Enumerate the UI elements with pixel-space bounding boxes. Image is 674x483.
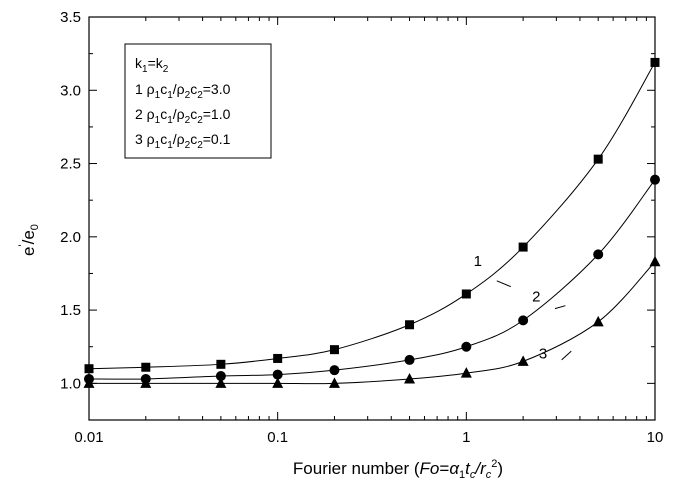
series-1-point [273,353,283,363]
series-1-point [84,364,94,374]
series-3-point [517,355,529,366]
series-1-point [141,362,151,372]
plot-frame [88,16,656,421]
series-2-point [404,354,415,365]
series-3-point [328,377,340,388]
series-1-point [461,289,471,299]
legend-box [124,43,272,159]
curve-leader-1 [496,280,511,288]
series-2-point [518,315,529,326]
series-1-point [329,345,339,355]
curve-callouts: 1 2 3 [474,253,572,362]
y-tick-label: 3.5 [60,9,81,26]
series-curves [88,62,656,385]
series-3-point [592,315,604,327]
series-3-point [272,377,284,388]
series-3-point [404,372,416,384]
series-3-line [88,261,656,385]
series-3-point [83,377,95,388]
series-1-point [216,359,226,369]
series-2-point [329,365,340,376]
series-markers [83,57,661,388]
y-tick-label: 1.0 [60,375,81,392]
series-1-line [88,62,656,370]
x-tick-label: 10 [647,429,664,446]
series-2-point [461,341,472,352]
x-tick-label: 0.01 [74,429,103,446]
series-2-point [272,369,283,380]
y-tick-label: 2.5 [60,156,81,173]
series-2-point [215,371,226,382]
series-1-point [518,242,528,252]
series-2-line [88,179,656,380]
series-1-point [405,320,415,330]
series-2-point [593,249,604,260]
curve-label-3: 3 [539,345,547,362]
series-2-point [650,174,660,185]
legend-entry-3: 3 ρ1c1/ρ2c2=0.1 [135,131,231,151]
series-3-point [460,367,472,378]
x-tick-label: 1 [462,429,470,446]
x-tick-label: 0.1 [267,429,288,446]
series-3-point [215,377,227,388]
curve-label-2: 2 [532,288,540,305]
curve-leader-3 [561,350,572,361]
y-tick-label: 1.5 [60,302,81,319]
series-1-point [593,154,603,164]
y-axis-title: e'/e0 [17,224,41,256]
x-axis-ticks: 0.01 0.1 1 10 [74,17,663,446]
curve-leader-2 [554,305,566,310]
curve-label-1: 1 [474,253,482,270]
y-axis-ticks: 1.0 1.5 2.0 2.5 3.0 3.5 [60,9,655,421]
legend: k1=k2 1 ρ1c1/ρ2c2=3.0 2 ρ1c1/ρ2c2=1.0 3 … [124,43,272,159]
series-1-point [650,57,660,67]
series-3-point [140,377,152,388]
y-tick-label: 3.0 [60,82,81,99]
y-tick-label: 2.0 [60,229,81,246]
series-3-point [649,255,661,267]
x-axis-title: Fourier number (Fo=α1tc/rc2) [293,458,503,481]
